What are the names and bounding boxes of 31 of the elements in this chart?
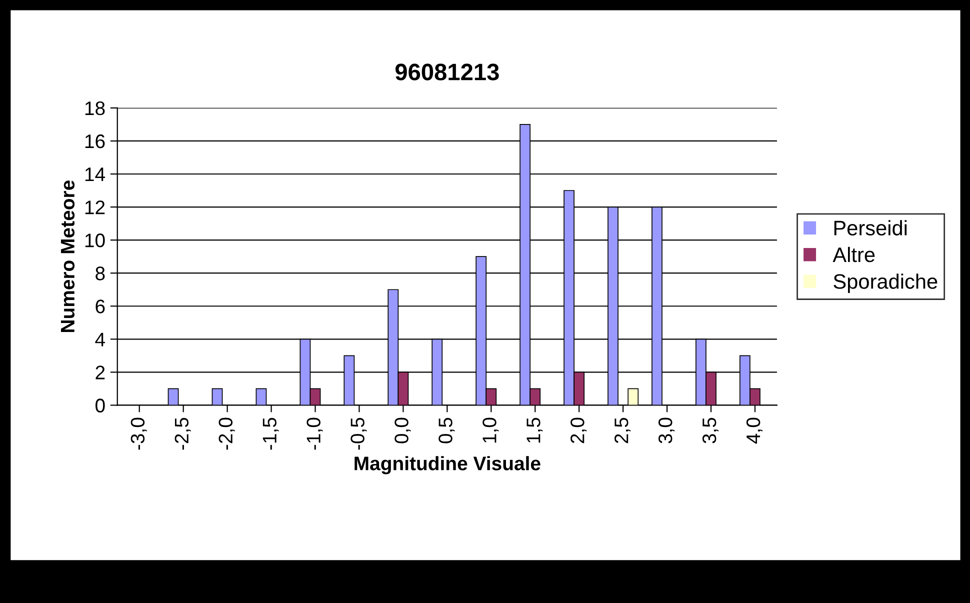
y-tick-label: 18 bbox=[85, 101, 105, 116]
x-tick-label: 0,0 bbox=[394, 418, 411, 444]
y-tick-label: 12 bbox=[85, 200, 105, 214]
chart-title: 96081213 bbox=[395, 64, 499, 80]
legend-label: Perseidi bbox=[834, 220, 907, 236]
x-tick-label: 3,5 bbox=[702, 418, 719, 444]
y-tick-label: 8 bbox=[96, 266, 105, 280]
legend-label: Sporadiche bbox=[834, 274, 938, 293]
x-axis-title: Magnitudine Visuale bbox=[354, 456, 540, 474]
x-tick-label: -2,0 bbox=[218, 418, 235, 450]
x-tick-label: 0,5 bbox=[438, 418, 455, 444]
x-tick-label: 2,5 bbox=[614, 418, 631, 444]
y-axis-title: Numero Meteore bbox=[60, 180, 75, 332]
y-tick-label: 14 bbox=[85, 168, 105, 182]
x-tick-label: 1,0 bbox=[482, 418, 499, 443]
x-tick-label: 4,0 bbox=[746, 418, 762, 444]
y-tick-label: 2 bbox=[96, 366, 105, 380]
x-tick-label: -0,5 bbox=[350, 418, 367, 450]
x-tick-label: 1,5 bbox=[526, 418, 543, 443]
y-tick-label: 4 bbox=[95, 332, 105, 346]
x-tick-label: 2,0 bbox=[570, 418, 587, 444]
legend-label: Altre bbox=[832, 246, 875, 262]
y-tick-label: 16 bbox=[85, 134, 105, 148]
y-tick-label: 6 bbox=[96, 300, 105, 314]
x-tick-label: 3,0 bbox=[658, 418, 675, 444]
y-tick-label: 10 bbox=[85, 234, 105, 248]
y-tick-label: 0 bbox=[96, 398, 105, 412]
x-tick-label: -2,5 bbox=[174, 418, 191, 450]
x-tick-label: -1,5 bbox=[262, 418, 279, 450]
x-tick-label: -1,0 bbox=[306, 418, 323, 450]
x-tick-label: -3,0 bbox=[130, 418, 147, 450]
